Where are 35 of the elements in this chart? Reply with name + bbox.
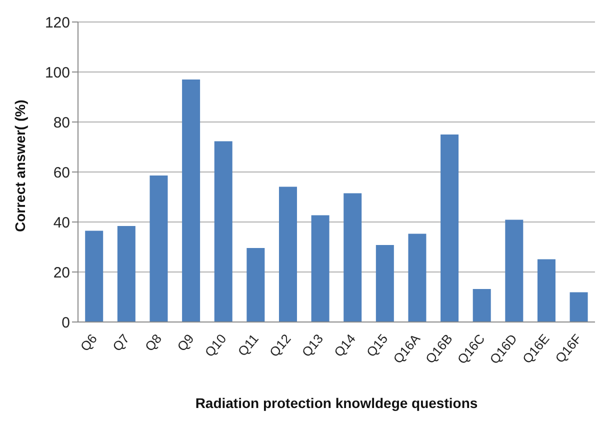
y-tick-label: 20 (53, 264, 70, 282)
x-axis-title: Radiation protection knowldege questions (195, 395, 478, 411)
bar (117, 226, 136, 322)
y-tick-label: 60 (53, 164, 70, 182)
bar (311, 215, 330, 322)
bar (85, 230, 104, 322)
x-tick-label: Q8 (142, 331, 165, 354)
x-tick-label: Q13 (298, 331, 326, 360)
x-tick-label: Q10 (202, 331, 230, 360)
y-tick-label: 0 (62, 314, 70, 332)
bar (440, 134, 459, 322)
x-tick-label: Q6 (77, 331, 100, 354)
x-tick-label: Q12 (266, 331, 294, 360)
bar (408, 234, 426, 322)
y-tick-label: 120 (44, 14, 70, 32)
y-tick-label: 40 (53, 214, 70, 232)
bar (214, 141, 232, 322)
bar (537, 259, 556, 322)
bar (182, 80, 200, 322)
bar (505, 220, 524, 322)
bar (570, 292, 588, 322)
x-tick-label: Q9 (174, 331, 197, 354)
x-tick-label: Q15 (363, 331, 391, 360)
bar (278, 186, 297, 322)
bar (344, 193, 362, 322)
x-tick-label: Q14 (331, 331, 358, 360)
y-tick-label: 80 (53, 114, 70, 132)
bar (472, 289, 491, 322)
x-tick-label: Q11 (234, 331, 262, 359)
bar (150, 176, 168, 322)
y-axis-title: Correct answer( (%) (12, 100, 28, 232)
y-tick-label: 100 (44, 64, 70, 82)
bar (376, 245, 394, 322)
x-tick-label: Q7 (110, 331, 132, 354)
bar (246, 248, 265, 322)
